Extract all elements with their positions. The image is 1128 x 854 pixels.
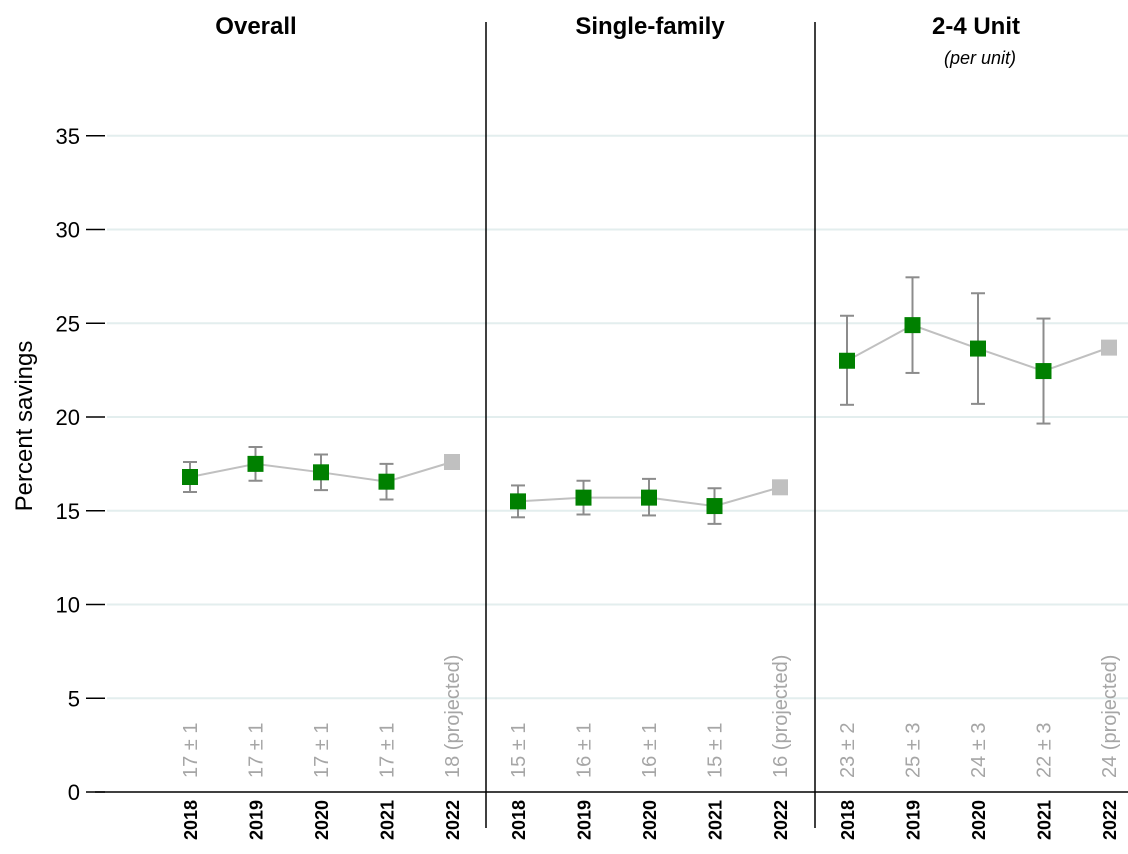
data-label: 17 ± 1 [311, 723, 333, 778]
x-tick-label: 2022 [1100, 800, 1120, 840]
gridlines [107, 134, 1128, 700]
x-tick-label: 2020 [312, 800, 332, 840]
x-tick-label: 2020 [969, 800, 989, 840]
y-tick-label: 0 [68, 780, 80, 805]
data-point [182, 469, 198, 485]
projected-point [1101, 339, 1117, 356]
panel-title: 2-4 Unit [932, 13, 1020, 40]
data-label: 25 ± 3 [903, 723, 925, 778]
data-label: 24 ± 3 [968, 723, 990, 778]
x-tick-label: 2019 [904, 800, 924, 840]
y-axis-label: Percent savings [11, 341, 38, 512]
data-point [839, 352, 855, 369]
data-point [706, 498, 723, 515]
data-label: 22 ± 3 [1034, 723, 1056, 778]
y-tick-label: 25 [56, 311, 80, 336]
x-tick-label: 2018 [509, 800, 529, 840]
data-label: 17 ± 1 [246, 723, 268, 778]
data-label: 16 ± 1 [574, 723, 596, 778]
data-label: 24 (projected) [1099, 655, 1121, 778]
x-tick-label: 2021 [378, 800, 398, 840]
x-tick-label: 2022 [443, 800, 463, 840]
panels: Overall 17 ± 1 2018 17 ± 1 2019 17 ± 1 2020 17 … [180, 13, 1121, 840]
data-label: 16 (projected) [770, 655, 792, 778]
y-tick-label: 5 [68, 686, 80, 711]
x-tick-label: 2022 [771, 800, 791, 840]
data-label: 18 (projected) [442, 655, 464, 778]
data-point [247, 455, 264, 472]
axes: 0 5 10 15 20 25 30 35 [56, 22, 1128, 828]
data-point [641, 489, 657, 506]
x-tick-label: 2020 [640, 800, 660, 840]
data-label: 17 ± 1 [377, 723, 399, 778]
data-point [510, 493, 526, 510]
panel-subtitle: (per unit) [944, 48, 1016, 68]
y-tick-label: 10 [56, 593, 80, 618]
x-tick-label: 2019 [247, 800, 267, 840]
y-tick-label: 35 [56, 124, 80, 149]
x-tick-label: 2021 [1035, 800, 1055, 840]
data-point [904, 317, 921, 334]
data-point [1035, 363, 1052, 380]
x-tick-label: 2021 [706, 800, 726, 840]
y-tick-label: 20 [56, 405, 80, 430]
projected-point [772, 479, 788, 496]
panel-2: Single-family 15 ± 1 2018 16 ± 1 2019 16 ± 1 2… [508, 13, 792, 840]
panel-1: Overall 17 ± 1 2018 17 ± 1 2019 17 ± 1 2020 17 … [180, 13, 464, 840]
data-point [378, 473, 395, 490]
data-point [575, 489, 592, 506]
panel-title: Single-family [575, 13, 725, 40]
projected-point [444, 454, 460, 470]
data-label: 23 ± 2 [837, 723, 859, 778]
y-tick-label: 30 [56, 218, 80, 243]
x-tick-label: 2018 [181, 800, 201, 840]
data-label: 17 ± 1 [180, 723, 202, 778]
x-tick-label: 2019 [575, 800, 595, 840]
y-tick-label: 15 [56, 499, 80, 524]
data-label: 15 ± 1 [508, 723, 530, 778]
data-label: 16 ± 1 [639, 723, 661, 778]
panel-title: Overall [215, 13, 296, 40]
data-point [970, 340, 986, 357]
data-point [313, 464, 329, 481]
x-tick-label: 2018 [838, 800, 858, 840]
data-label: 15 ± 1 [705, 723, 727, 778]
panel-3: 2-4 Unit (per unit) 23 ± 2 2018 25 ± 3 2019 24… [837, 13, 1121, 840]
